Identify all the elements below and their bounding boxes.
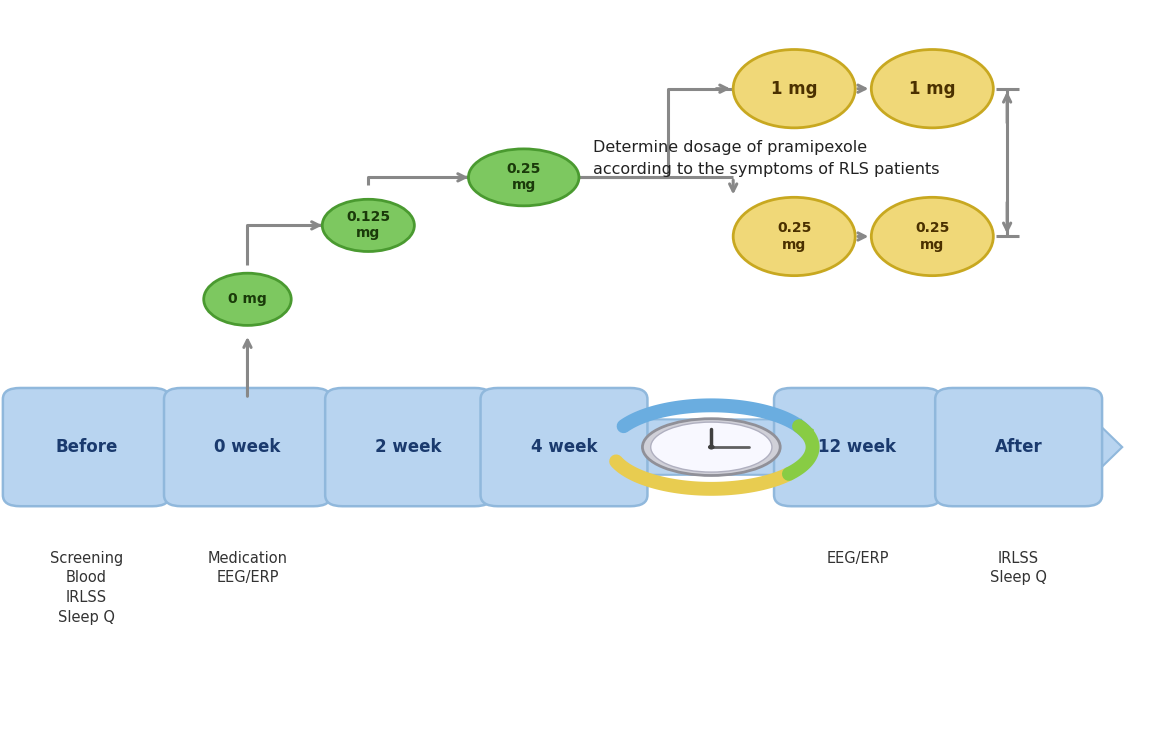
Polygon shape xyxy=(13,420,38,474)
Text: Before: Before xyxy=(55,438,117,456)
Text: 2 week: 2 week xyxy=(375,438,442,456)
Ellipse shape xyxy=(204,273,291,325)
FancyBboxPatch shape xyxy=(325,388,493,506)
Text: After: After xyxy=(994,438,1043,456)
Ellipse shape xyxy=(650,422,772,472)
Ellipse shape xyxy=(642,419,780,475)
FancyBboxPatch shape xyxy=(773,388,942,506)
FancyBboxPatch shape xyxy=(165,388,331,506)
Circle shape xyxy=(709,446,714,449)
FancyBboxPatch shape xyxy=(480,388,647,506)
Text: 0 week: 0 week xyxy=(214,438,281,456)
Text: 0.25
mg: 0.25 mg xyxy=(506,163,541,192)
Text: Screening
Blood
IRLSS
Sleep Q: Screening Blood IRLSS Sleep Q xyxy=(49,551,123,625)
Text: 0.25
mg: 0.25 mg xyxy=(915,222,950,251)
Circle shape xyxy=(871,50,993,128)
Text: 1 mg: 1 mg xyxy=(771,80,817,98)
Ellipse shape xyxy=(322,200,414,251)
Circle shape xyxy=(733,197,855,276)
Text: 12 week: 12 week xyxy=(818,438,897,456)
Text: IRLSS
Sleep Q: IRLSS Sleep Q xyxy=(990,551,1047,585)
Text: 0.25
mg: 0.25 mg xyxy=(777,222,811,251)
Text: 0 mg: 0 mg xyxy=(228,293,267,306)
Text: Determine dosage of pramipexole
according to the symptoms of RLS patients: Determine dosage of pramipexole accordin… xyxy=(593,140,939,177)
Text: EEG/ERP: EEG/ERP xyxy=(826,551,889,565)
Text: Medication
EEG/ERP: Medication EEG/ERP xyxy=(207,551,288,585)
Circle shape xyxy=(733,50,855,128)
Text: 1 mg: 1 mg xyxy=(909,80,955,98)
Text: 4 week: 4 week xyxy=(531,438,597,456)
FancyBboxPatch shape xyxy=(3,388,170,506)
Circle shape xyxy=(871,197,993,276)
Text: 0.125
mg: 0.125 mg xyxy=(346,211,390,240)
Polygon shape xyxy=(12,405,1122,490)
FancyBboxPatch shape xyxy=(935,388,1102,506)
Ellipse shape xyxy=(468,149,579,206)
